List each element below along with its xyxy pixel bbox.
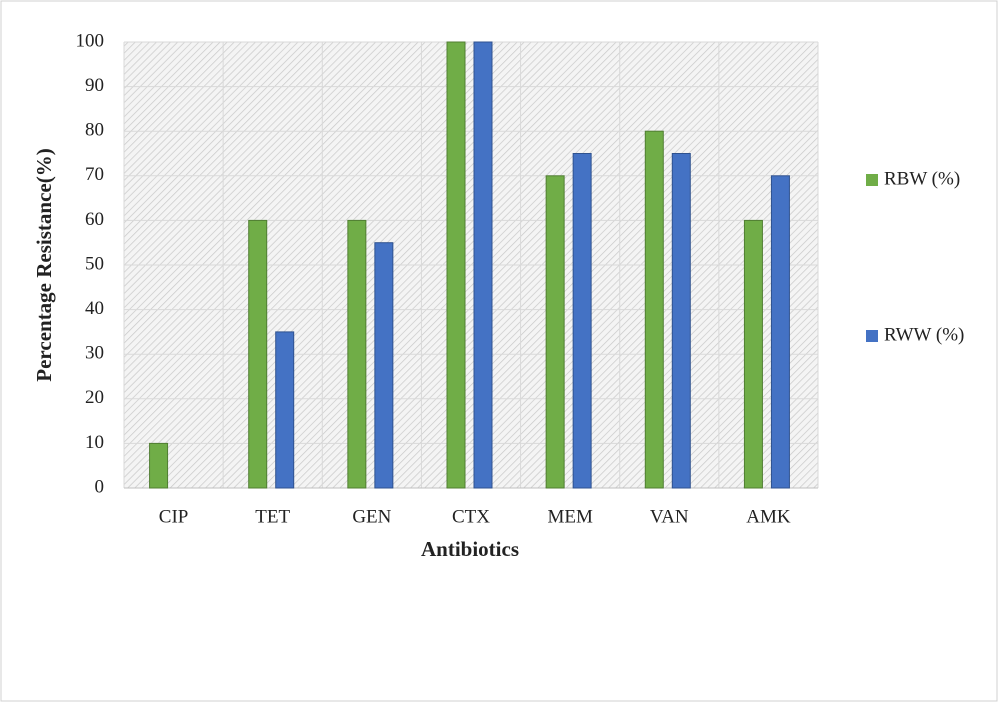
bar: [473, 41, 493, 489]
bar: [770, 175, 790, 489]
y-tick-label: 70: [85, 164, 104, 185]
y-tick-label: 60: [85, 209, 104, 230]
y-tick-label: 0: [95, 476, 105, 497]
y-tick-label: 20: [85, 387, 104, 408]
y-tick-label: 40: [85, 298, 104, 319]
x-tick-label: CIP: [159, 506, 189, 527]
bar: [248, 219, 268, 489]
y-axis-label: Percentage Resistance(%): [32, 148, 56, 381]
y-tick-label: 90: [85, 75, 104, 96]
legend-label: RBW (%): [884, 168, 960, 189]
x-tick-label: TET: [255, 506, 290, 527]
y-tick-label: 10: [85, 432, 104, 453]
bar: [275, 331, 295, 489]
bar: [572, 153, 592, 489]
legend-swatch: [866, 330, 878, 342]
legend-swatch: [866, 174, 878, 186]
bar: [149, 442, 169, 489]
y-tick-label: 80: [85, 120, 104, 141]
legend-label: RWW (%): [884, 324, 964, 345]
bar: [671, 153, 691, 489]
bar: [374, 242, 394, 489]
x-tick-label: MEM: [547, 506, 593, 527]
x-tick-label: CTX: [452, 506, 490, 527]
x-tick-label: VAN: [650, 506, 689, 527]
x-tick-label: AMK: [746, 506, 791, 527]
bar: [446, 41, 466, 489]
x-tick-label: GEN: [352, 506, 391, 527]
bar: [644, 130, 664, 489]
y-tick-label: 50: [85, 253, 104, 274]
bar: [545, 175, 565, 489]
y-tick-label: 30: [85, 343, 104, 364]
y-tick-label: 100: [76, 30, 105, 51]
bar: [743, 219, 763, 489]
x-axis-label: Antibiotics: [421, 537, 519, 561]
bar: [347, 219, 367, 489]
